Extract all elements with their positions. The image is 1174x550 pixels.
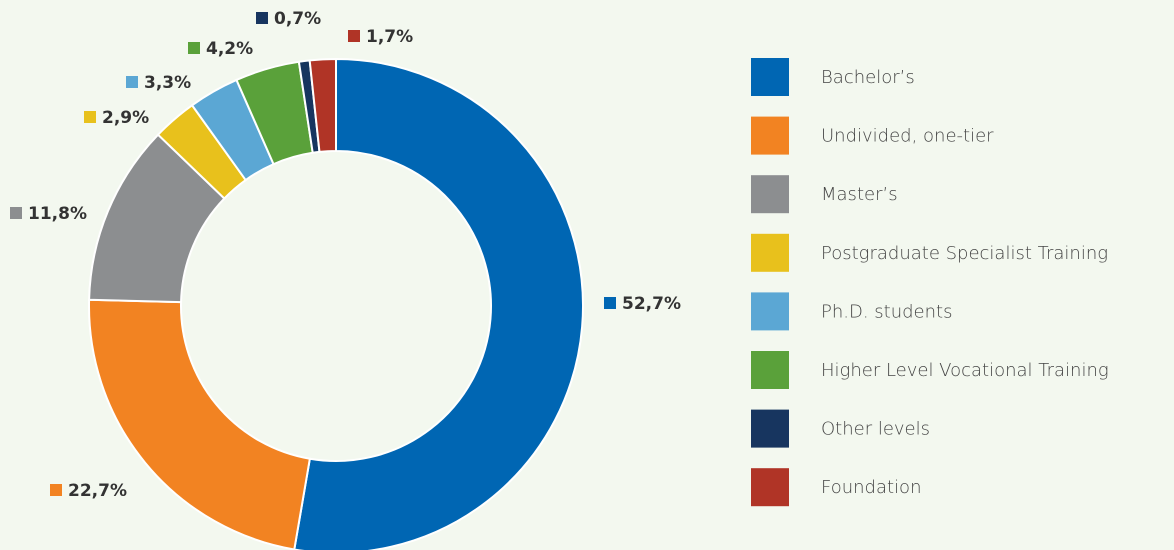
value-label-marker: [188, 42, 200, 54]
legend-label: Bachelor’s: [821, 67, 915, 88]
donut-slice: [88, 298, 311, 550]
legend-swatch: [751, 409, 789, 448]
value-label: 11,8%: [28, 204, 87, 224]
value-label: 0,7%: [274, 9, 321, 29]
legend-swatch: [751, 58, 789, 96]
donut-slice: [308, 57, 337, 153]
value-label: 1,7%: [366, 27, 413, 47]
legend-swatch: [751, 351, 789, 389]
legend-label: Postgraduate Specialist Training: [821, 243, 1108, 264]
legend-swatch: [751, 175, 789, 214]
value-label-marker: [84, 111, 96, 123]
legend-swatch: [751, 233, 789, 272]
value-label-marker: [348, 30, 360, 42]
legend-label: Ph.D. students: [821, 301, 952, 322]
donut-slice: [293, 57, 584, 550]
value-label-marker: [10, 207, 22, 219]
value-label: 22,7%: [68, 481, 127, 501]
legend-swatch: [751, 468, 789, 507]
legend-swatch: [751, 116, 789, 155]
legend-swatch: [751, 292, 789, 331]
legend-label: Higher Level Vocational Training: [821, 360, 1109, 381]
value-label: 3,3%: [144, 73, 191, 93]
value-label-marker: [604, 297, 616, 309]
value-label: 52,7%: [622, 294, 681, 314]
value-label-marker: [126, 76, 138, 88]
value-label-marker: [50, 484, 62, 496]
legend-label: Foundation: [821, 477, 921, 498]
value-label: 2,9%: [102, 108, 149, 128]
legend-label: Undivided, one-tier: [821, 126, 994, 147]
value-label: 4,2%: [206, 39, 253, 59]
legend-label: Master’s: [821, 184, 898, 205]
value-label-marker: [256, 12, 268, 24]
legend-label: Other levels: [821, 419, 930, 440]
